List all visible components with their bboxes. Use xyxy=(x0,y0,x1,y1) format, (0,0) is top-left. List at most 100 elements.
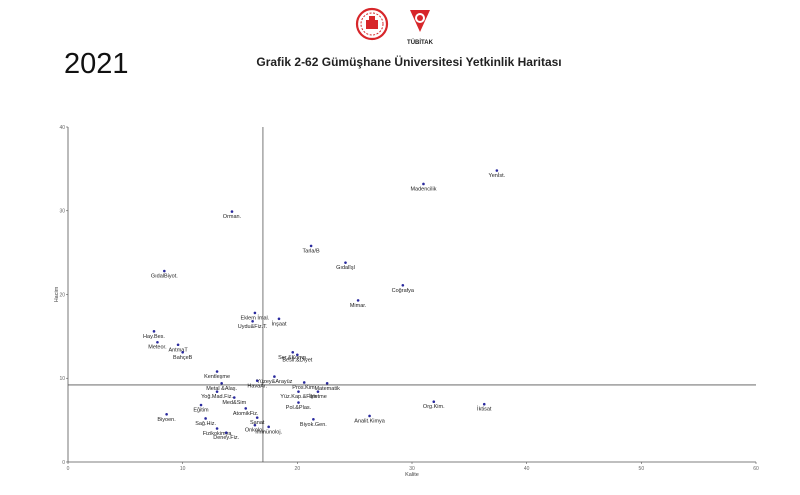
data-point xyxy=(220,381,223,385)
data-point-label: Sağ.Hiz. xyxy=(195,421,216,427)
data-point xyxy=(224,431,228,434)
data-point-label: Tarla/B xyxy=(303,248,320,254)
data-point-label: AtomikFiz. xyxy=(233,411,259,417)
chart-title: Grafik 2-62 Gümüşhane Üniversitesi Yetki… xyxy=(256,55,562,69)
x-tick-label: 40 xyxy=(524,466,530,472)
data-point-label: Onkoloj. xyxy=(245,428,266,434)
data-point-label: Biyoen. xyxy=(157,417,176,423)
data-point-label: Eklem İmal. xyxy=(241,314,270,321)
data-point-label: Analit.Kimya xyxy=(354,418,386,424)
data-point xyxy=(165,412,168,416)
tubitak-logo-icon xyxy=(410,10,430,32)
x-tick-label: 30 xyxy=(409,466,415,472)
y-axis-title: Hacim xyxy=(54,286,60,302)
y-tick-label: 0 xyxy=(62,460,65,466)
x-tick-label: 0 xyxy=(67,466,70,472)
data-point-label: Gıdalîşl xyxy=(336,265,355,271)
data-point xyxy=(230,210,234,213)
x-tick-label: 10 xyxy=(180,466,186,472)
data-point-label: Biyok.Gen. xyxy=(300,422,327,428)
data-point xyxy=(199,403,203,407)
data-point xyxy=(204,417,207,420)
data-point xyxy=(277,317,281,321)
data-point xyxy=(163,269,166,273)
data-point-label: Uydu&Fiz.T. xyxy=(238,324,268,330)
data-point xyxy=(309,244,313,248)
ministry-logo-icon xyxy=(355,7,389,41)
data-point xyxy=(215,427,219,430)
data-point xyxy=(215,370,219,373)
data-point-label: Hay.Bes. xyxy=(143,334,165,340)
data-point-label: Ser.&Komp. xyxy=(278,355,308,361)
data-point-label: Kentleşme xyxy=(204,374,230,380)
data-point xyxy=(312,417,315,421)
data-point-label: İktisat xyxy=(477,406,492,413)
data-point xyxy=(251,320,254,323)
data-point-label: Yüz.Kap.&Film xyxy=(280,394,317,400)
data-point xyxy=(368,414,371,418)
data-point-label: Meteor. xyxy=(148,345,167,351)
data-point xyxy=(302,381,306,384)
data-point-label: İnşaat xyxy=(271,320,286,327)
x-tick-label: 60 xyxy=(753,466,759,472)
data-point xyxy=(297,390,300,393)
data-point xyxy=(255,379,259,383)
data-point-label: Org.Kim. xyxy=(423,404,445,410)
data-point-label: Fizikokimya xyxy=(203,431,233,437)
data-point-label: Madencilik xyxy=(410,186,436,192)
data-point-label: Mimar. xyxy=(350,303,367,309)
data-point-label: Matematik xyxy=(314,386,340,392)
data-point xyxy=(495,169,499,172)
data-point xyxy=(267,425,270,429)
data-point xyxy=(296,353,299,357)
y-tick-label: 10 xyxy=(59,376,65,382)
data-point-label: Yoğ.Mad.Fiz. xyxy=(201,394,233,400)
data-point xyxy=(176,343,180,347)
x-tick-label: 50 xyxy=(639,466,645,472)
data-point-label: Orman. xyxy=(223,214,242,220)
data-point xyxy=(432,400,436,404)
data-point-label: Pros.Kim. xyxy=(292,385,316,391)
data-point xyxy=(253,311,257,315)
data-point xyxy=(181,350,184,354)
data-point xyxy=(297,401,300,404)
y-tick-label: 20 xyxy=(59,292,65,298)
data-point xyxy=(215,390,219,393)
data-point-label: AntmaT xyxy=(168,347,188,353)
data-point xyxy=(422,182,425,186)
data-point xyxy=(244,407,248,410)
data-point-label: Med&Sim xyxy=(222,400,246,406)
data-point-label: Eğitim xyxy=(193,408,209,414)
logo-group: TÜBİTAK xyxy=(350,6,450,50)
data-point xyxy=(273,375,276,378)
data-point xyxy=(156,340,159,344)
data-point-label: Coğrafya xyxy=(392,288,415,294)
data-point-label: Yenİst. xyxy=(489,172,506,179)
y-tick-label: 40 xyxy=(59,125,65,131)
data-point-label: Yüzey&Arayüz xyxy=(256,379,292,385)
data-point xyxy=(255,416,259,419)
data-point-label: BahçeB xyxy=(173,355,193,361)
data-point xyxy=(482,402,486,406)
logos-svg: TÜBİTAK xyxy=(355,7,434,46)
y-tick-label: 30 xyxy=(59,209,65,215)
data-point xyxy=(344,261,347,264)
data-point-label: GıdalBiyot. xyxy=(151,274,178,280)
data-point-label: Beslf.&Diyet xyxy=(282,357,312,363)
data-point xyxy=(325,381,329,385)
data-point xyxy=(401,283,405,287)
data-point-label: Sanat xyxy=(250,420,265,426)
data-point-label: HavaAr. xyxy=(247,383,267,389)
data-point xyxy=(232,396,236,399)
year-label: 2021 xyxy=(64,48,129,80)
x-axis-title: Kalite xyxy=(405,472,419,478)
tubitak-logo-text: TÜBİTAK xyxy=(407,39,434,46)
data-point xyxy=(152,330,156,333)
data-point-label: İşletme xyxy=(309,393,327,400)
x-tick-label: 20 xyxy=(295,466,301,472)
data-point xyxy=(316,390,320,393)
data-point xyxy=(356,299,360,302)
data-point-label: İmmünoloj. xyxy=(255,428,282,435)
data-point xyxy=(291,350,295,354)
